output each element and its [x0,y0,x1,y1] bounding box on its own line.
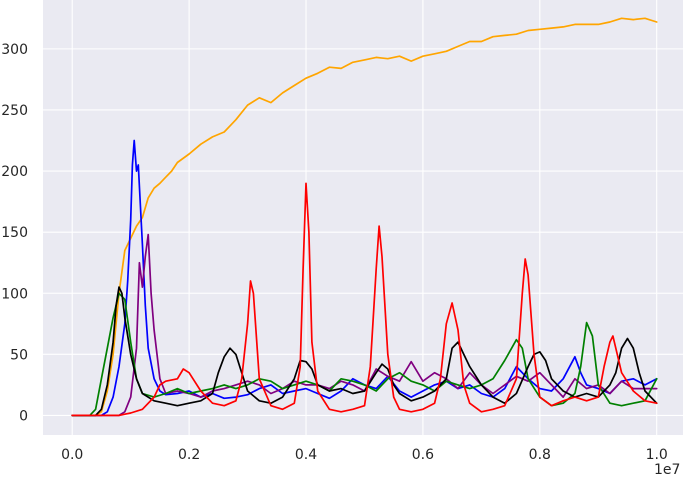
y-tick-label: 200 [1,164,28,180]
series-line [71,139,658,417]
grid [43,0,683,435]
y-tick-label: 100 [1,286,28,302]
x-tick-label: 0.8 [529,447,551,463]
series-line [71,182,658,417]
series-layer [71,17,658,417]
x-tick-label: 0.4 [295,447,317,463]
x-tick-label: 1.0 [646,447,668,463]
x-tick-label: 0.2 [178,447,200,463]
series-line [71,233,658,417]
y-tick-label: 150 [1,225,28,241]
y-tick-label: 250 [1,103,28,119]
series-line [71,17,658,417]
y-tick-label: 300 [1,42,28,58]
x-tick-label: 0.6 [412,447,434,463]
tick-labels: 0.0 0.2 0.4 0.6 0.8 1.0 0 50 100 150 200 250 300 [1,42,668,463]
y-tick-label: 50 [10,347,28,363]
series-line [71,286,658,417]
x-tick-label: 0.0 [61,447,83,463]
y-tick-label: 0 [19,408,28,424]
x-axis-offset-label: 1e7 [654,462,680,478]
plot-area [43,0,683,435]
